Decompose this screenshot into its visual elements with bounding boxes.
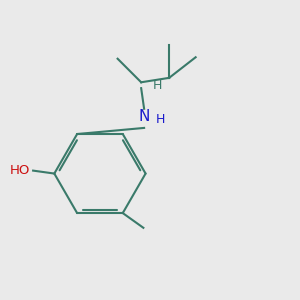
Text: H: H [156,112,165,126]
Text: HO: HO [10,164,30,177]
Text: N: N [138,109,150,124]
Text: H: H [153,79,162,92]
